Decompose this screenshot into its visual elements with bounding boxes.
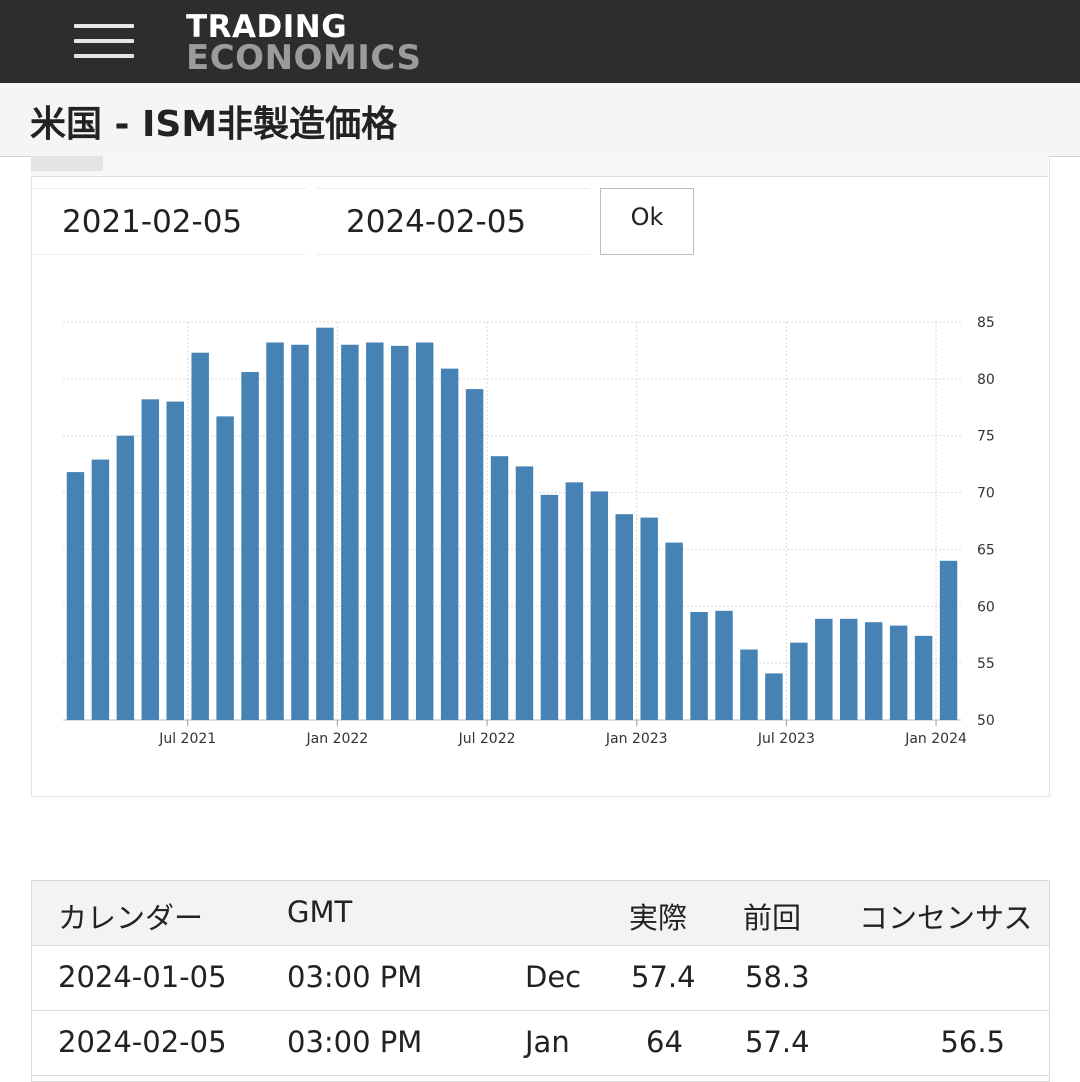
panel-tab-strip	[31, 156, 1048, 177]
chart-bar	[141, 399, 160, 720]
chart-bar	[765, 673, 783, 720]
page-title: 米国 - ISM非製造価格	[30, 104, 398, 145]
row-consensus: 56.5	[940, 1025, 1005, 1059]
price-bar-chart: 50 55 60 65 70 75 80 85 Jul 2021 Jan 2022 Jul 2022…	[63, 315, 995, 747]
header-gmt: GMT	[287, 895, 353, 929]
x-tick-label: Jan 2024	[904, 731, 967, 747]
row-date: 2024-02-05	[58, 1025, 227, 1059]
chart-bar	[191, 352, 209, 720]
panel-tab[interactable]	[31, 156, 103, 171]
top-navigation-bar: TRADING ECONOMICS	[0, 0, 1080, 83]
logo-line-2: ECONOMICS	[186, 38, 422, 78]
chart-bar	[690, 611, 708, 720]
table-header: カレンダー GMT 実際 前回 コンセンサス	[32, 881, 1049, 946]
chart-bar	[840, 618, 858, 720]
chart-panel	[31, 156, 1050, 797]
row-actual: 64	[646, 1025, 683, 1059]
row-time: 03:00 PM	[287, 960, 423, 994]
row-reference: Dec	[525, 960, 582, 994]
chart-bar	[241, 372, 259, 720]
table-row: 2024-01-05 03:00 PM Dec 57.4 58.3	[32, 946, 1049, 1011]
chart-bar	[366, 342, 384, 720]
row-reference: Jan	[525, 1025, 570, 1059]
header-previous: 前回	[743, 901, 802, 935]
chart-bar	[914, 635, 933, 720]
chart-bar	[939, 560, 958, 720]
row-previous: 57.4	[745, 1025, 810, 1059]
row-time: 03:00 PM	[287, 1025, 423, 1059]
chart-bar	[889, 625, 908, 720]
chart-bar	[316, 327, 334, 720]
x-tick-label: Jan 2023	[605, 731, 668, 747]
chart-bar	[615, 514, 633, 720]
row-actual: 57.4	[631, 960, 696, 994]
chart-bar	[391, 345, 409, 720]
x-tick-label: Jul 2022	[458, 731, 516, 747]
y-tick-label: 55	[977, 656, 995, 672]
chart-bar	[465, 389, 484, 720]
x-tick-label: Jul 2021	[158, 731, 216, 747]
chart-bar	[815, 618, 833, 720]
x-tick-label: Jul 2023	[757, 731, 815, 747]
y-tick-label: 80	[977, 372, 995, 388]
chart-bar	[864, 622, 883, 720]
chart-bar	[291, 344, 309, 720]
row-date: 2024-01-05	[58, 960, 227, 994]
site-logo[interactable]: TRADING ECONOMICS	[186, 9, 422, 78]
chart-bar	[266, 342, 284, 720]
y-tick-label: 65	[977, 542, 995, 558]
calendar-table: カレンダー GMT 実際 前回 コンセンサス 2024-01-05 03:00 …	[31, 880, 1050, 1082]
y-tick-label: 75	[977, 429, 995, 445]
title-bar	[0, 83, 1080, 157]
chart-bar	[341, 344, 359, 720]
x-tick-label: Jan 2022	[306, 731, 369, 747]
end-date-input[interactable]: 2024-02-05	[316, 188, 590, 255]
chart-bar	[715, 610, 733, 720]
chart-bar	[790, 642, 808, 720]
chart-bar	[166, 401, 184, 720]
header-calendar: カレンダー	[58, 901, 204, 935]
chart-bar	[590, 491, 609, 720]
chart-bar	[440, 368, 459, 720]
y-tick-label: 70	[977, 486, 995, 502]
y-tick-label: 60	[977, 599, 995, 615]
logo-line-1: TRADING	[186, 9, 348, 45]
chart-bar	[66, 472, 85, 720]
chart-bar	[490, 456, 509, 720]
table-row: 2024-02-05 03:00 PM Jan 64 57.4 56.5	[32, 1011, 1049, 1076]
chart-bar	[540, 494, 559, 720]
chart-bar	[565, 482, 584, 720]
chart-bar	[116, 435, 135, 720]
chart-bar	[415, 342, 434, 720]
ok-button[interactable]: Ok	[600, 188, 694, 255]
header-actual: 実際	[629, 901, 688, 935]
row-previous: 58.3	[745, 960, 810, 994]
start-date-input[interactable]: 2021-02-05	[32, 188, 306, 255]
chart-bar	[740, 649, 758, 720]
chart-bar	[216, 416, 234, 720]
chart-bar	[91, 459, 110, 720]
y-tick-label: 50	[977, 713, 995, 729]
chart-bar	[515, 466, 534, 720]
y-tick-label: 85	[977, 315, 995, 331]
header-consensus: コンセンサス	[859, 901, 1033, 935]
chart-bar	[640, 517, 658, 720]
menu-icon[interactable]	[74, 24, 134, 60]
chart-bar	[665, 542, 683, 720]
